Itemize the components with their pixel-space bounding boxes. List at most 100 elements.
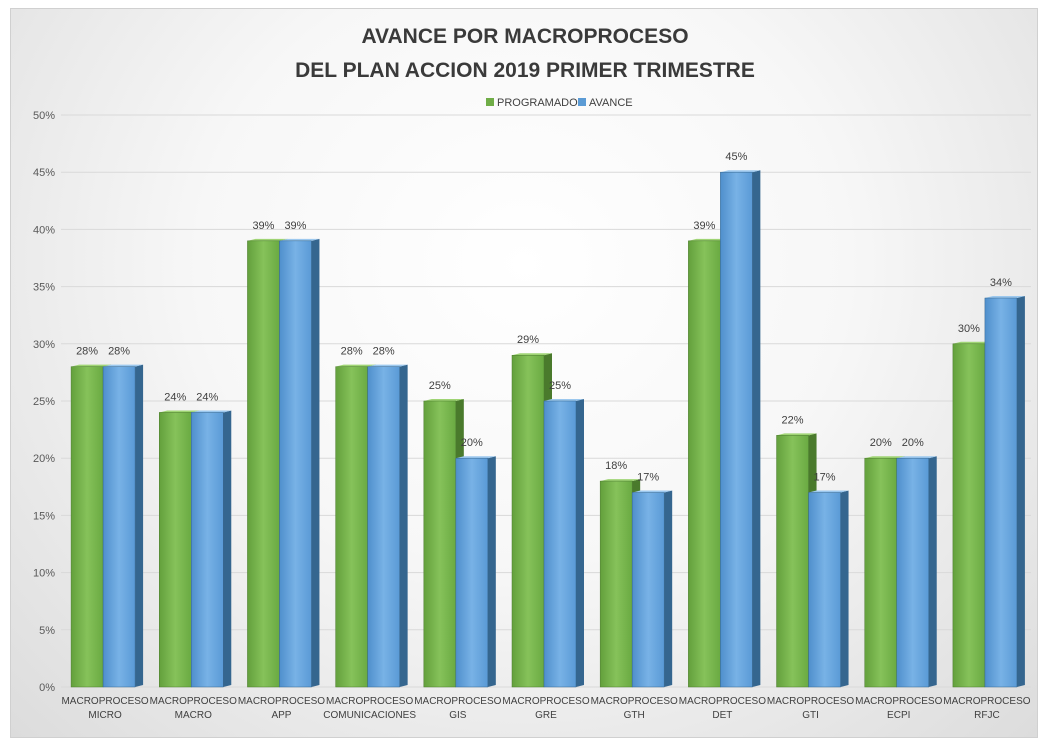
legend-swatch-avance	[578, 98, 586, 106]
bar-top	[512, 353, 552, 356]
x-category-label: MACROPROCESO	[150, 696, 237, 707]
data-label-avance: 34%	[990, 277, 1012, 289]
data-label-avance: 20%	[902, 437, 924, 449]
x-category-label: MACROPROCESO	[767, 696, 854, 707]
bar-side	[1016, 296, 1025, 687]
data-label-avance: 28%	[108, 346, 130, 358]
bar-top	[720, 170, 761, 173]
bar-front	[808, 492, 841, 688]
chart-title-line-1: AVANCE POR MACROPROCESO	[361, 25, 688, 48]
bar-top	[367, 364, 408, 367]
x-category-label: MACROPROCESO	[943, 696, 1030, 707]
x-category-label: MACROPROCESO	[591, 696, 678, 707]
legend-swatch-programado	[486, 98, 494, 106]
bar-side	[576, 399, 584, 687]
bar-front	[279, 240, 312, 688]
bar-front	[984, 297, 1018, 688]
bar-top	[247, 238, 288, 241]
chart-frame: AVANCE POR MACROPROCESO DEL PLAN ACCION …	[10, 8, 1038, 738]
chart-title-line-2: DEL PLAN ACCION 2019 PRIMER TRIMESTRE	[295, 59, 755, 82]
bar-top	[632, 490, 673, 493]
bar-front	[896, 457, 929, 688]
bar-avance-4	[455, 456, 496, 688]
bar-side	[928, 456, 937, 687]
bar-top	[335, 364, 376, 367]
bar-top	[984, 296, 1025, 299]
y-tick-label: 35%	[33, 282, 55, 294]
bar-front	[70, 366, 104, 688]
bar-top	[952, 341, 993, 344]
data-label-avance: 20%	[461, 437, 483, 449]
bar-avance-7	[720, 170, 761, 688]
y-axis-tick-labels: 0% 5% 10% 15% 20% 25% 30% 35% 40% 45% 50%	[33, 110, 55, 694]
bar-front	[776, 435, 809, 688]
data-label-programado: 28%	[341, 346, 363, 358]
bar-front	[247, 240, 280, 688]
x-category-label: MACROPROCESO	[502, 696, 589, 707]
bar-front	[864, 457, 897, 688]
bar-top	[896, 456, 937, 459]
y-tick-label: 25%	[33, 396, 55, 408]
data-label-programado: 29%	[517, 334, 539, 346]
x-category-label: ECPI	[887, 710, 910, 721]
x-category-label: APP	[271, 710, 291, 721]
bar-avance-6	[631, 490, 673, 688]
x-category-label: GTH	[624, 710, 645, 721]
data-label-avance: 24%	[196, 391, 218, 403]
legend: PROGRAMADO AVANCE	[486, 97, 633, 109]
bar-avance-8	[808, 490, 849, 688]
x-category-label: MACROPROCESO	[238, 696, 325, 707]
data-label-avance: 28%	[373, 346, 395, 358]
data-label-programado: 24%	[164, 391, 186, 403]
data-label-avance: 25%	[549, 380, 571, 392]
bar-top	[688, 238, 729, 241]
bar-avance-9	[896, 456, 937, 688]
bar-avance-10	[984, 296, 1025, 688]
y-tick-label: 10%	[33, 568, 55, 580]
bar-front	[455, 457, 489, 688]
y-tick-label: 15%	[33, 510, 55, 522]
bar-top	[864, 456, 905, 459]
bar-avance-2	[279, 238, 320, 688]
bar-avance-1	[191, 410, 232, 688]
y-tick-label: 0%	[39, 682, 55, 694]
x-category-label: RFJC	[974, 710, 1000, 721]
y-tick-label: 30%	[33, 339, 55, 351]
y-tick-label: 20%	[33, 453, 55, 465]
y-tick-label: 50%	[33, 110, 55, 122]
bar-chart: AVANCE POR MACROPROCESO DEL PLAN ACCION …	[33, 25, 1031, 721]
y-tick-label: 40%	[33, 224, 55, 236]
bar-front	[159, 412, 192, 688]
data-labels: 28% 28% 24% 24% 39% 39% 28% 28% 25% 20% 29% 25% 18% 1…	[76, 151, 1012, 483]
bar-avance-3	[367, 364, 408, 688]
x-category-label: COMUNICACIONES	[323, 710, 416, 721]
bar-front	[543, 400, 577, 688]
x-category-label: MACROPROCESO	[326, 696, 413, 707]
bar-front	[335, 366, 368, 688]
legend-label-avance: AVANCE	[589, 97, 633, 109]
bar-front	[631, 492, 665, 688]
x-category-label: MACRO	[175, 710, 212, 721]
bar-front	[423, 400, 457, 688]
bars	[70, 170, 1025, 688]
bar-top	[423, 399, 464, 401]
bar-side	[399, 364, 408, 687]
bar-top	[544, 399, 584, 401]
bar-avance-5	[543, 399, 584, 688]
bar-side	[223, 410, 232, 687]
data-label-avance: 17%	[814, 472, 836, 484]
bar-top	[808, 490, 849, 493]
x-category-label: GIS	[449, 710, 467, 721]
bar-side	[752, 170, 761, 687]
bar-front	[511, 354, 545, 688]
data-label-programado: 25%	[429, 380, 451, 392]
bar-top	[103, 364, 144, 367]
bar-top	[455, 456, 496, 459]
x-category-label: MACROPROCESO	[679, 696, 766, 707]
bar-front	[952, 343, 986, 688]
bar-side	[840, 490, 849, 687]
data-label-programado: 22%	[782, 414, 804, 426]
bar-top	[600, 479, 641, 482]
data-label-programado: 30%	[958, 323, 980, 335]
data-label-programado: 18%	[605, 460, 627, 472]
